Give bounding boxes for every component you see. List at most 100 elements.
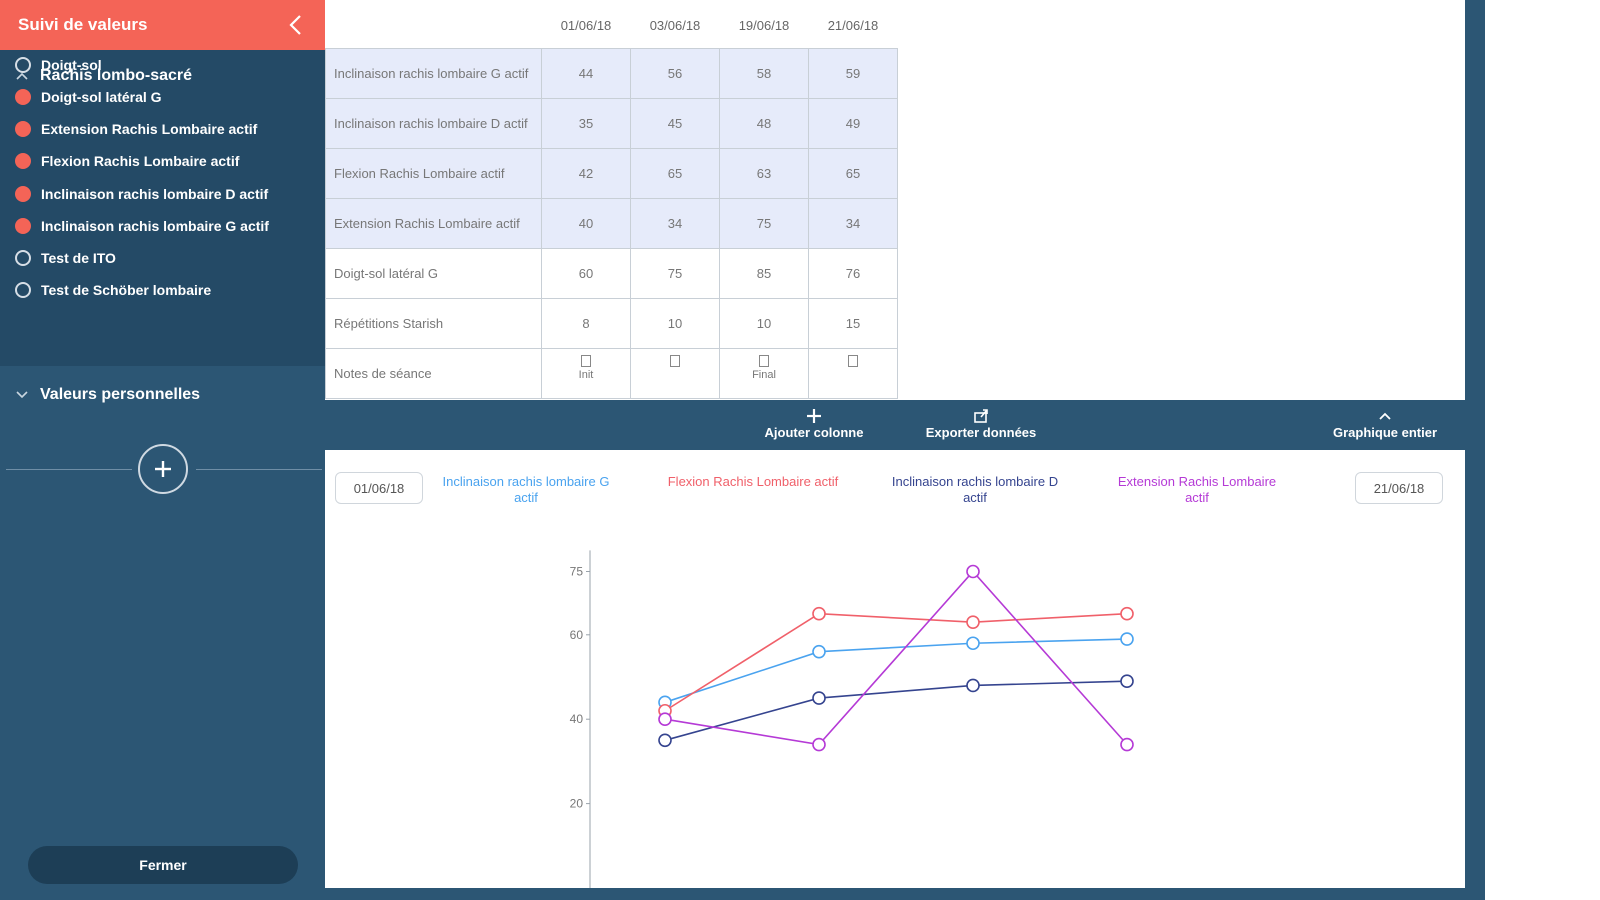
series-line [664,612,1128,712]
table-cell[interactable]: 85 [719,248,809,299]
sidebar-item[interactable]: Test de ITO [0,243,325,273]
sidebar-item[interactable]: Flexion Rachis Lombaire actif [0,146,325,176]
data-point[interactable] [812,606,826,621]
plus-icon [807,409,821,423]
y-tick-label: 75 [570,565,584,579]
sidebar-item-label: Doigt-sol [41,57,102,73]
data-point[interactable] [1120,606,1134,621]
full-chart-label: Graphique entier [1332,425,1438,440]
table-cell[interactable]: 45 [630,98,720,149]
sidebar-title: Suivi de valeurs [18,15,148,34]
main-panel: 01/06/18 03/06/18 19/06/18 21/06/18 Inclina… [325,0,1485,900]
data-point[interactable] [1120,674,1134,689]
table-cell[interactable]: 65 [630,148,720,199]
table-row: Répétitions Starish 8 10 10 15 [325,298,898,349]
column-date-header[interactable]: 01/06/18 [560,18,612,33]
data-point[interactable] [966,615,980,629]
collapse-sidebar-button[interactable] [285,13,307,37]
table-cell[interactable]: 56 [630,48,720,99]
sidebar: Suivi de valeurs Rachis lombo-sacré Doig… [0,0,325,900]
legend-item[interactable]: Inclinaison rachis lombaire D actif [891,474,1059,505]
unchecked-bullet-icon [15,282,31,298]
add-column-label: Ajouter colonne [764,425,864,440]
legend-item[interactable]: Inclinaison rachis lombaire G actif [442,474,610,505]
add-value-button[interactable] [138,444,188,494]
table-cell[interactable]: 58 [719,48,809,99]
series-line [664,570,1128,746]
table-cell[interactable]: 75 [630,248,720,299]
table-cell[interactable]: 48 [719,98,809,149]
table-cell[interactable]: 60 [541,248,631,299]
sidebar-item-label: Extension Rachis Lombaire actif [41,121,258,137]
series-line [664,680,1128,742]
legend-item[interactable]: Extension Rachis Lombaire actif [1117,474,1277,505]
table-cell[interactable]: 34 [808,198,898,249]
table-cell[interactable]: 65 [808,148,898,199]
note-text: Final [752,369,776,381]
group-header-valeurs-personnelles[interactable]: Valeurs personnelles [0,375,325,415]
end-date-picker[interactable]: 21/06/18 [1355,472,1443,504]
export-data-button[interactable]: Exporter données [911,408,1051,440]
table-cell[interactable]: 34 [630,198,720,249]
note-cell[interactable] [630,348,720,399]
checked-bullet-icon [15,121,31,137]
table-cell[interactable]: 8 [541,298,631,349]
table-cell[interactable]: 76 [808,248,898,299]
data-point[interactable] [812,691,826,705]
sidebar-item[interactable]: Inclinaison rachis lombaire D actif [0,179,325,209]
add-column-button[interactable]: Ajouter colonne [749,408,879,440]
data-point[interactable] [1120,737,1134,752]
sidebar-item-label: Test de Schöber lombaire [41,282,212,298]
row-label: Extension Rachis Lombaire actif [325,198,542,249]
data-point[interactable] [1120,632,1134,646]
data-point[interactable] [812,737,826,752]
table-row: Doigt-sol latéral G 60 75 85 76 [325,248,898,299]
row-label: Inclinaison rachis lombaire D actif [325,98,542,149]
table-cell[interactable]: 15 [808,298,898,349]
sidebar-item-label: Flexion Rachis Lombaire actif [41,153,240,169]
chart-panel: 01/06/18 21/06/18 Inclinaison rachis lom… [325,450,1465,888]
sidebar-item[interactable]: Doigt-sol latéral G [0,82,325,112]
group-title: Valeurs personnelles [40,386,201,403]
table-row: Extension Rachis Lombaire actif 40 34 75 34 [325,198,898,249]
unchecked-bullet-icon [15,250,31,266]
column-date-header[interactable]: 21/06/18 [827,18,879,33]
data-point[interactable] [966,636,980,651]
note-cell[interactable]: Final [719,348,809,399]
column-date-header[interactable]: 03/06/18 [649,18,701,33]
table-cell[interactable]: 10 [630,298,720,349]
plus-icon [155,461,171,477]
row-label: Notes de séance [325,348,542,399]
table-cell[interactable]: 10 [719,298,809,349]
table-cell[interactable]: 59 [808,48,898,99]
table-cell[interactable]: 40 [541,198,631,249]
data-point[interactable] [658,712,672,727]
row-label: Répétitions Starish [325,298,542,349]
values-table-panel: 01/06/18 03/06/18 19/06/18 21/06/18 Inclina… [325,0,1465,400]
sidebar-item[interactable]: Doigt-sol [0,50,325,80]
column-date-header[interactable]: 19/06/18 [738,18,790,33]
data-point[interactable] [966,678,980,693]
data-point[interactable] [812,644,826,659]
checked-bullet-icon [15,218,31,234]
sidebar-item[interactable]: Test de Schöber lombaire [0,275,325,305]
table-cell[interactable]: 44 [541,48,631,99]
note-text: Init [578,369,594,381]
note-cell[interactable] [808,348,898,399]
table-cell[interactable]: 63 [719,148,809,199]
sidebar-item[interactable]: Inclinaison rachis lombaire G actif [0,211,325,241]
table-cell[interactable]: 75 [719,198,809,249]
sidebar-item[interactable]: Extension Rachis Lombaire actif [0,114,325,144]
data-point[interactable] [966,564,980,579]
table-cell[interactable]: 42 [541,148,631,199]
close-button[interactable]: Fermer [28,846,298,884]
full-chart-button[interactable]: Graphique entier [1325,408,1445,440]
table-cell[interactable]: 35 [541,98,631,149]
data-point[interactable] [658,733,672,748]
note-cell[interactable]: Init [541,348,631,399]
start-date-picker[interactable]: 01/06/18 [335,472,423,504]
table-cell[interactable]: 49 [808,98,898,149]
group-header-rachis[interactable]: Rachis lombo-sacré [0,56,325,96]
legend-item[interactable]: Flexion Rachis Lombaire actif [667,474,839,489]
